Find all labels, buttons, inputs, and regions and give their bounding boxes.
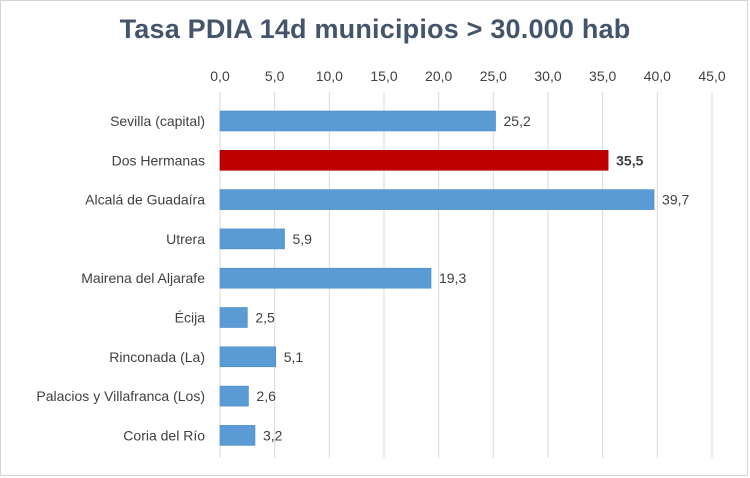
x-tick-label: 0,0	[210, 68, 230, 84]
category-labels: Sevilla (capital) Dos Hermanas Alcalá de G…	[36, 113, 205, 443]
x-tick-label: 40,0	[644, 68, 671, 84]
data-label: 19,3	[439, 270, 466, 286]
bar	[219, 267, 432, 289]
category-label: Coria del Río	[123, 427, 205, 443]
bar	[219, 385, 249, 407]
x-tick-label: 25,0	[480, 68, 507, 84]
bars	[219, 110, 655, 446]
x-tick-label: 10,0	[316, 68, 343, 84]
data-label: 39,7	[662, 192, 689, 208]
x-tick-label: 45,0	[698, 68, 725, 84]
data-label: 2,6	[256, 388, 276, 404]
data-label: 35,5	[616, 152, 643, 168]
category-label: Utrera	[166, 231, 205, 247]
bar	[219, 307, 248, 328]
bar	[219, 110, 496, 132]
bar	[219, 228, 285, 250]
data-label: 25,2	[504, 113, 531, 129]
x-tick-label: 5,0	[265, 68, 285, 84]
x-tick-label: 35,0	[589, 68, 616, 84]
data-label: 5,9	[293, 231, 313, 247]
x-tick-label: 30,0	[534, 68, 561, 84]
data-label: 2,5	[255, 310, 275, 326]
chart-title: Tasa PDIA 14d municipios > 30.000 hab	[119, 14, 631, 44]
category-label: Palacios y Villafranca (Los)	[36, 388, 205, 404]
x-tick-label: 20,0	[425, 68, 452, 84]
category-label: Sevilla (capital)	[110, 113, 205, 129]
bar	[219, 346, 277, 368]
category-label: Écija	[175, 310, 206, 326]
category-label: Alcalá de Guadaíra	[85, 192, 205, 208]
data-label: 5,1	[284, 349, 304, 365]
bar	[219, 425, 256, 446]
x-axis-tick-labels: 0,0 5,0 10,0 15,0 20,0 25,0 30,0 35,0 40,0 45,0	[210, 68, 726, 84]
x-tick-label: 15,0	[370, 68, 397, 84]
bar-highlighted	[219, 150, 609, 171]
bar	[219, 189, 655, 210]
data-labels: 25,2 35,5 39,7 5,9 19,3 2,5 5,1 2,6 3,2	[255, 113, 689, 443]
category-label: Rinconada (La)	[109, 349, 205, 365]
category-label: Dos Hermanas	[112, 152, 205, 168]
category-label: Mairena del Aljarafe	[81, 270, 205, 286]
data-label: 3,2	[263, 427, 283, 443]
